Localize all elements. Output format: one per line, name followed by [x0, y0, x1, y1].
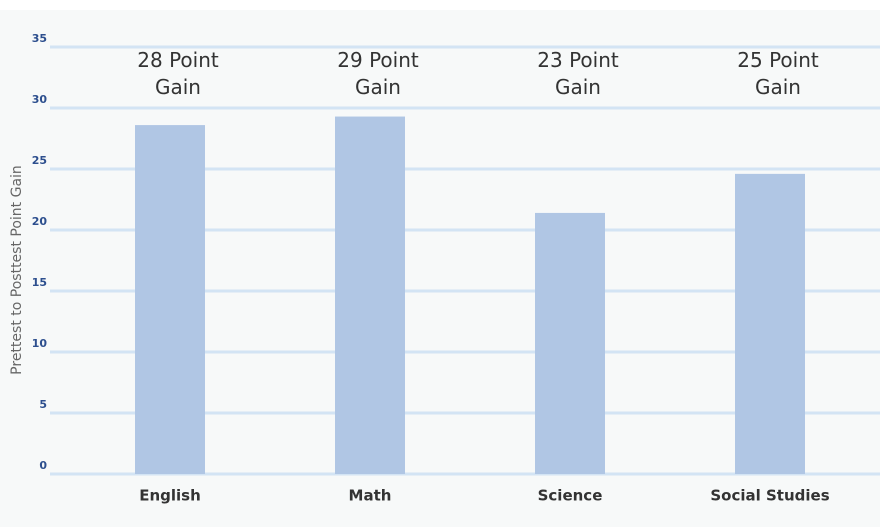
bar	[335, 116, 405, 474]
bar	[135, 125, 205, 474]
y-tick-label: 30	[32, 93, 48, 106]
y-tick-label: 35	[32, 32, 47, 45]
y-axis-label: Prettest to Posttest Point Gain	[9, 165, 25, 375]
bar	[735, 173, 805, 474]
y-tick-label: 10	[32, 337, 48, 350]
annotation: 23 Point Gain	[537, 48, 619, 99]
annotation: 29 Point Gain	[337, 48, 419, 99]
y-tick-label: 0	[39, 459, 47, 472]
annotation: 28 Point Gain	[137, 48, 219, 99]
x-tick-label: Math	[349, 487, 392, 505]
y-tick-label: 5	[39, 398, 47, 411]
annotation: 25 Point Gain	[737, 48, 819, 99]
y-tick-label: 25	[32, 154, 47, 167]
bar	[535, 212, 605, 475]
y-tick-label: 15	[32, 276, 47, 289]
x-tick-label: Science	[538, 487, 603, 505]
y-tick-label: 20	[32, 215, 48, 228]
x-tick-label: Social Studies	[710, 487, 829, 505]
x-tick-label: English	[139, 487, 201, 505]
